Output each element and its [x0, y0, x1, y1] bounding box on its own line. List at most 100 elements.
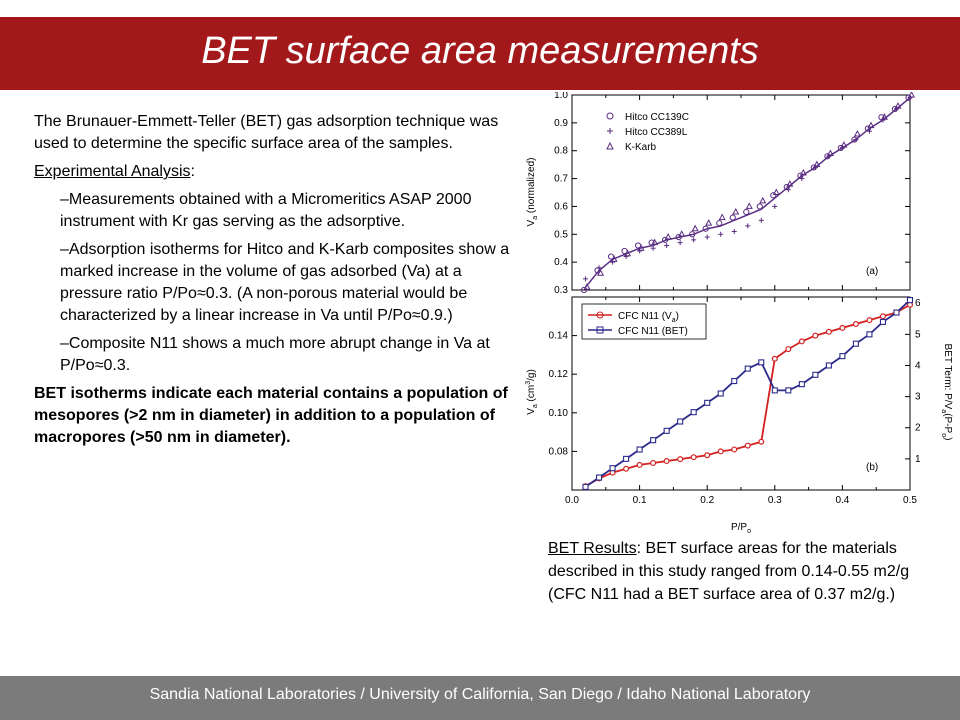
point-k-karb	[813, 160, 821, 168]
point-hitco-cc389l	[704, 234, 710, 240]
point-k-karb	[624, 249, 632, 257]
point-hitco-cc389l	[691, 237, 697, 243]
point-hitco-cc389l	[610, 259, 616, 265]
panel-b-y2tick-label: 4	[915, 360, 921, 371]
point-k-karb	[894, 102, 902, 109]
point-cfc-n11-va	[704, 452, 711, 459]
point-hitco-cc389l	[799, 176, 805, 182]
point-cfc-n11-va	[798, 338, 805, 345]
point-k-karb	[651, 238, 659, 246]
point-cfc-n11-bet	[839, 353, 846, 360]
point-hitco-cc389l	[731, 229, 737, 234]
point-cfc-n11-bet	[906, 297, 914, 304]
point-hitco-cc139c	[756, 203, 763, 210]
point-hitco-cc389l	[664, 242, 670, 248]
legend-marker-plus	[607, 128, 613, 134]
point-hitco-cc389l	[785, 187, 791, 193]
point-cfc-n11-bet	[663, 427, 670, 434]
panel-b-y2label: BET Term: P/Va(P-Po)	[940, 344, 953, 441]
point-cfc-n11-va	[650, 459, 657, 466]
analysis-label: Experimental Analysis	[34, 163, 191, 180]
panel-a-ytick-label: 0.4	[554, 257, 568, 268]
point-hitco-cc389l	[718, 231, 724, 237]
point-hitco-cc389l	[812, 164, 818, 170]
point-hitco-cc389l	[907, 95, 913, 101]
panel-b-y2tick-label: 6	[915, 298, 921, 309]
point-cfc-n11-bet	[731, 377, 738, 385]
point-cfc-n11-bet	[636, 446, 643, 453]
panel-a-label: (a)	[866, 266, 878, 277]
point-k-karb	[907, 92, 916, 98]
panel-a-ytick-label: 0.8	[554, 146, 568, 157]
bullet-n11: –Composite N11 shows a much more abrupt …	[60, 335, 490, 374]
panel-b-xtick-label: 0.2	[700, 495, 714, 506]
point-hitco-cc139c	[580, 286, 588, 294]
point-cfc-n11-va	[717, 448, 724, 455]
panel-a-ytick-label: 0.3	[554, 285, 568, 296]
panel-b-ytick-label: 0.10	[549, 408, 569, 419]
panel-b-legend: CFC N11 (Va) CFC N11 (BET)	[581, 303, 707, 340]
panel-b-y2tick-label: 2	[915, 423, 921, 434]
panel-b-y2tick-label: 1	[915, 454, 921, 465]
point-cfc-n11-bet	[690, 409, 697, 416]
panel-b-xtick-label: 0.3	[768, 495, 782, 506]
point-cfc-n11-bet	[825, 362, 832, 369]
panel-b-xtick-label: 0.0	[565, 495, 579, 506]
point-cfc-n11-va	[663, 458, 670, 465]
panel-b-ylabel: Va (cm3/g)	[525, 369, 539, 415]
point-k-karb	[826, 149, 834, 156]
point-k-karb	[705, 219, 713, 226]
point-cfc-n11-bet	[650, 437, 657, 444]
panel-a-ylabel: Va (normalized)	[526, 158, 539, 227]
panel-b-xlabel: P/Po	[731, 522, 751, 535]
point-cfc-n11-bet	[879, 318, 887, 325]
panel-a-ytick-label: 0.6	[554, 201, 568, 212]
title-banner: BET surface area measurements	[0, 17, 960, 90]
panel-a-legend: Hitco CC139C Hitco CC389L K-Karb	[606, 112, 689, 153]
slide-title: BET surface area measurements	[201, 30, 759, 72]
point-k-karb	[840, 141, 848, 148]
point-k-karb	[732, 207, 740, 215]
results-label: BET Results	[548, 540, 637, 557]
legend-marker-bet	[596, 326, 604, 334]
point-cfc-n11-bet	[893, 309, 900, 316]
point-k-karb	[745, 202, 753, 209]
point-hitco-cc389l	[758, 217, 764, 223]
point-hitco-cc139c	[662, 236, 669, 243]
panel-a-ytick-label: 0.9	[554, 118, 568, 129]
point-hitco-cc139c	[648, 239, 655, 246]
point-hitco-cc389l	[880, 117, 886, 123]
point-k-karb	[678, 230, 686, 237]
point-cfc-n11-bet	[812, 371, 819, 378]
panel-a-ytick-label: 1.0	[554, 92, 568, 101]
panel-b-ytick-label: 0.08	[549, 446, 569, 457]
results-text: : BET surface areas for the materials de…	[548, 540, 910, 603]
point-cfc-n11-va	[866, 317, 873, 324]
point-k-karb	[691, 224, 699, 232]
point-k-karb	[637, 244, 645, 251]
point-cfc-n11-va	[690, 454, 697, 461]
point-cfc-n11-va	[812, 332, 819, 339]
panel-b-xtick-label: 0.4	[835, 495, 849, 506]
point-hitco-cc389l	[650, 245, 656, 251]
bet-results: BET Results: BET surface areas for the m…	[548, 537, 948, 606]
point-hitco-cc389l	[596, 265, 602, 271]
legend-marker-va	[596, 311, 604, 319]
legend-hitco-cc389l: Hitco CC389L	[625, 127, 688, 138]
point-cfc-n11-bet	[704, 399, 711, 406]
point-k-karb	[664, 233, 672, 240]
legend-marker-triangle	[606, 141, 614, 150]
point-cfc-n11-bet	[623, 455, 630, 462]
point-hitco-cc389l	[853, 137, 859, 143]
analysis-colon: :	[190, 163, 195, 180]
point-cfc-n11-va	[785, 346, 792, 353]
panel-b-xtick-label: 0.1	[633, 495, 647, 506]
point-hitco-cc139c	[689, 231, 696, 238]
point-k-karb	[772, 188, 780, 195]
panel-b-y2tick-label: 3	[915, 392, 921, 403]
point-k-karb	[718, 213, 726, 221]
point-cfc-n11-va	[744, 442, 751, 449]
point-cfc-n11-bet	[582, 483, 589, 490]
body-text: The Brunauer-Emmett-Teller (BET) gas ads…	[34, 111, 514, 449]
point-cfc-n11-va	[771, 355, 778, 362]
